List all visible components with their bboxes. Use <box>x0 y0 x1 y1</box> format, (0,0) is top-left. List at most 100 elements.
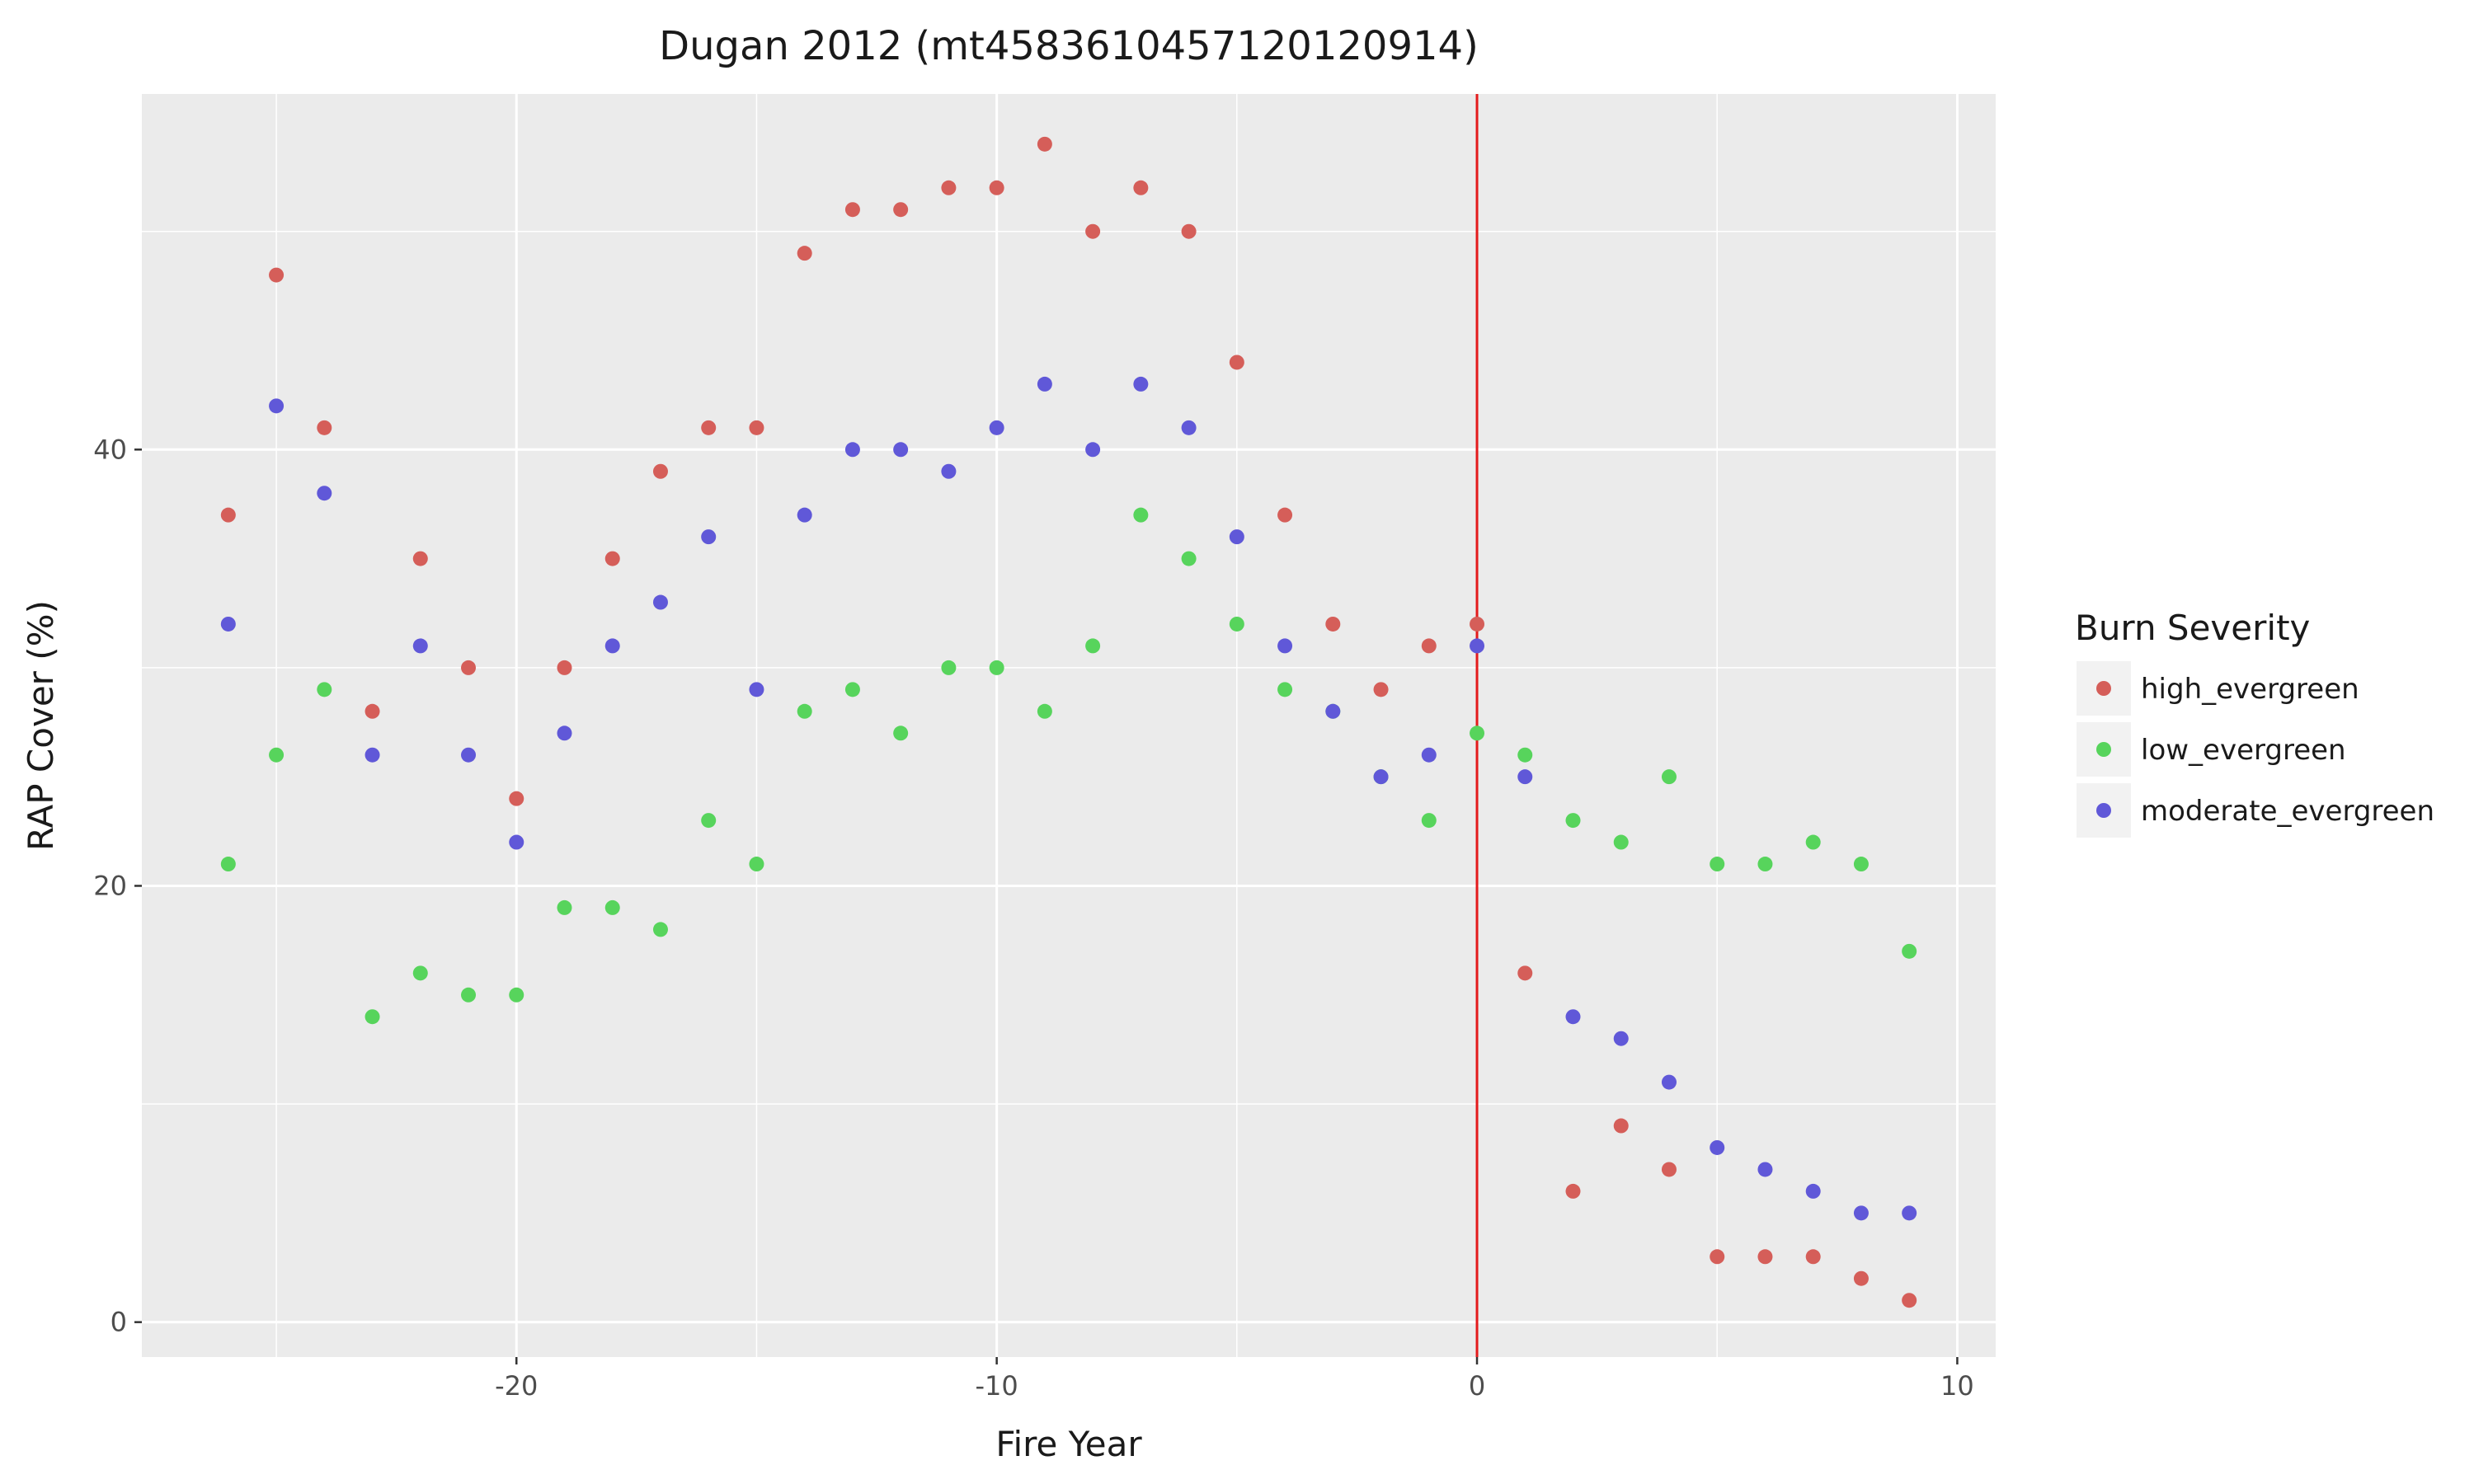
data-point <box>604 551 620 566</box>
data-point <box>893 726 909 741</box>
data-point <box>701 529 717 545</box>
data-points <box>220 136 1917 1308</box>
data-point <box>1710 857 1725 872</box>
legend-item-low_evergreen: low_evergreen <box>2077 722 2346 777</box>
data-point <box>893 442 909 458</box>
data-point <box>365 1009 380 1025</box>
data-point <box>1470 638 1485 654</box>
data-point <box>1037 136 1052 152</box>
data-point <box>1277 638 1293 654</box>
data-point <box>365 747 380 763</box>
data-point <box>749 420 764 435</box>
data-point <box>461 987 477 1003</box>
legend-key-point <box>2096 681 2111 696</box>
legend-label: low_evergreen <box>2141 734 2346 767</box>
data-point <box>317 682 332 697</box>
data-point <box>1277 682 1293 697</box>
data-point <box>1229 529 1244 545</box>
data-point <box>269 747 285 763</box>
data-point <box>1902 1205 1917 1221</box>
data-point <box>220 616 236 632</box>
data-point <box>461 660 477 675</box>
data-point <box>1853 857 1869 872</box>
legend-item-high_evergreen: high_evergreen <box>2077 661 2359 716</box>
data-point <box>1710 1249 1725 1265</box>
x-tick-label: 10 <box>1940 1370 1974 1402</box>
x-tick-label: 0 <box>1469 1370 1485 1402</box>
data-point <box>1565 1009 1581 1025</box>
data-point <box>1181 223 1197 239</box>
data-point <box>269 398 285 414</box>
data-point <box>1373 682 1389 697</box>
data-point <box>1421 747 1437 763</box>
data-point <box>844 682 860 697</box>
data-point <box>941 180 957 195</box>
data-point <box>652 922 668 937</box>
data-point <box>989 180 1004 195</box>
data-point <box>317 420 332 435</box>
data-point <box>1517 965 1533 981</box>
data-point <box>1565 813 1581 829</box>
data-point <box>1373 769 1389 785</box>
data-point <box>557 726 572 741</box>
data-point <box>412 551 428 566</box>
y-tick-label: 20 <box>93 870 127 901</box>
data-point <box>1133 180 1149 195</box>
data-point <box>412 965 428 981</box>
data-point <box>1757 1162 1773 1177</box>
data-point <box>1037 376 1052 392</box>
y-tick-label: 40 <box>93 434 127 465</box>
data-point <box>1805 1183 1821 1199</box>
data-point <box>844 202 860 218</box>
data-point <box>1757 857 1773 872</box>
data-point <box>1085 223 1101 239</box>
legend: Burn Severity high_evergreen low_evergree… <box>2075 608 2434 838</box>
data-point <box>941 463 957 479</box>
data-point <box>557 899 572 915</box>
data-point <box>1757 1249 1773 1265</box>
data-point <box>1517 747 1533 763</box>
data-point <box>1085 442 1101 458</box>
data-point <box>269 267 285 283</box>
data-point <box>1085 638 1101 654</box>
data-point <box>1661 1162 1677 1177</box>
data-point <box>509 791 524 806</box>
data-point <box>1902 1293 1917 1308</box>
data-point <box>1325 703 1341 719</box>
data-point <box>604 899 620 915</box>
data-point <box>1661 769 1677 785</box>
data-point <box>1421 638 1437 654</box>
y-axis-title: RAP Cover (%) <box>21 600 61 851</box>
data-point <box>1565 1183 1581 1199</box>
data-point <box>1805 834 1821 850</box>
data-point <box>1181 551 1197 566</box>
data-point <box>1277 507 1293 523</box>
legend-key-point <box>2096 803 2111 818</box>
data-point <box>1037 703 1052 719</box>
legend-label: moderate_evergreen <box>2141 795 2434 828</box>
data-point <box>652 463 668 479</box>
data-point <box>1133 376 1149 392</box>
data-point <box>365 703 380 719</box>
data-point <box>1853 1270 1869 1286</box>
data-point <box>1470 616 1485 632</box>
data-point <box>1613 834 1629 850</box>
data-point <box>412 638 428 654</box>
data-point <box>797 703 812 719</box>
data-point <box>989 660 1004 675</box>
legend-label: high_evergreen <box>2141 673 2359 706</box>
x-axis-title: Fire Year <box>995 1424 1142 1464</box>
data-point <box>461 747 477 763</box>
data-point <box>1133 507 1149 523</box>
data-point <box>797 507 812 523</box>
data-point <box>1661 1074 1677 1090</box>
data-point <box>989 420 1004 435</box>
data-point <box>1325 616 1341 632</box>
data-point <box>893 202 909 218</box>
data-point <box>317 486 332 501</box>
data-point <box>1853 1205 1869 1221</box>
data-point <box>749 682 764 697</box>
data-point <box>701 420 717 435</box>
data-point <box>1181 420 1197 435</box>
